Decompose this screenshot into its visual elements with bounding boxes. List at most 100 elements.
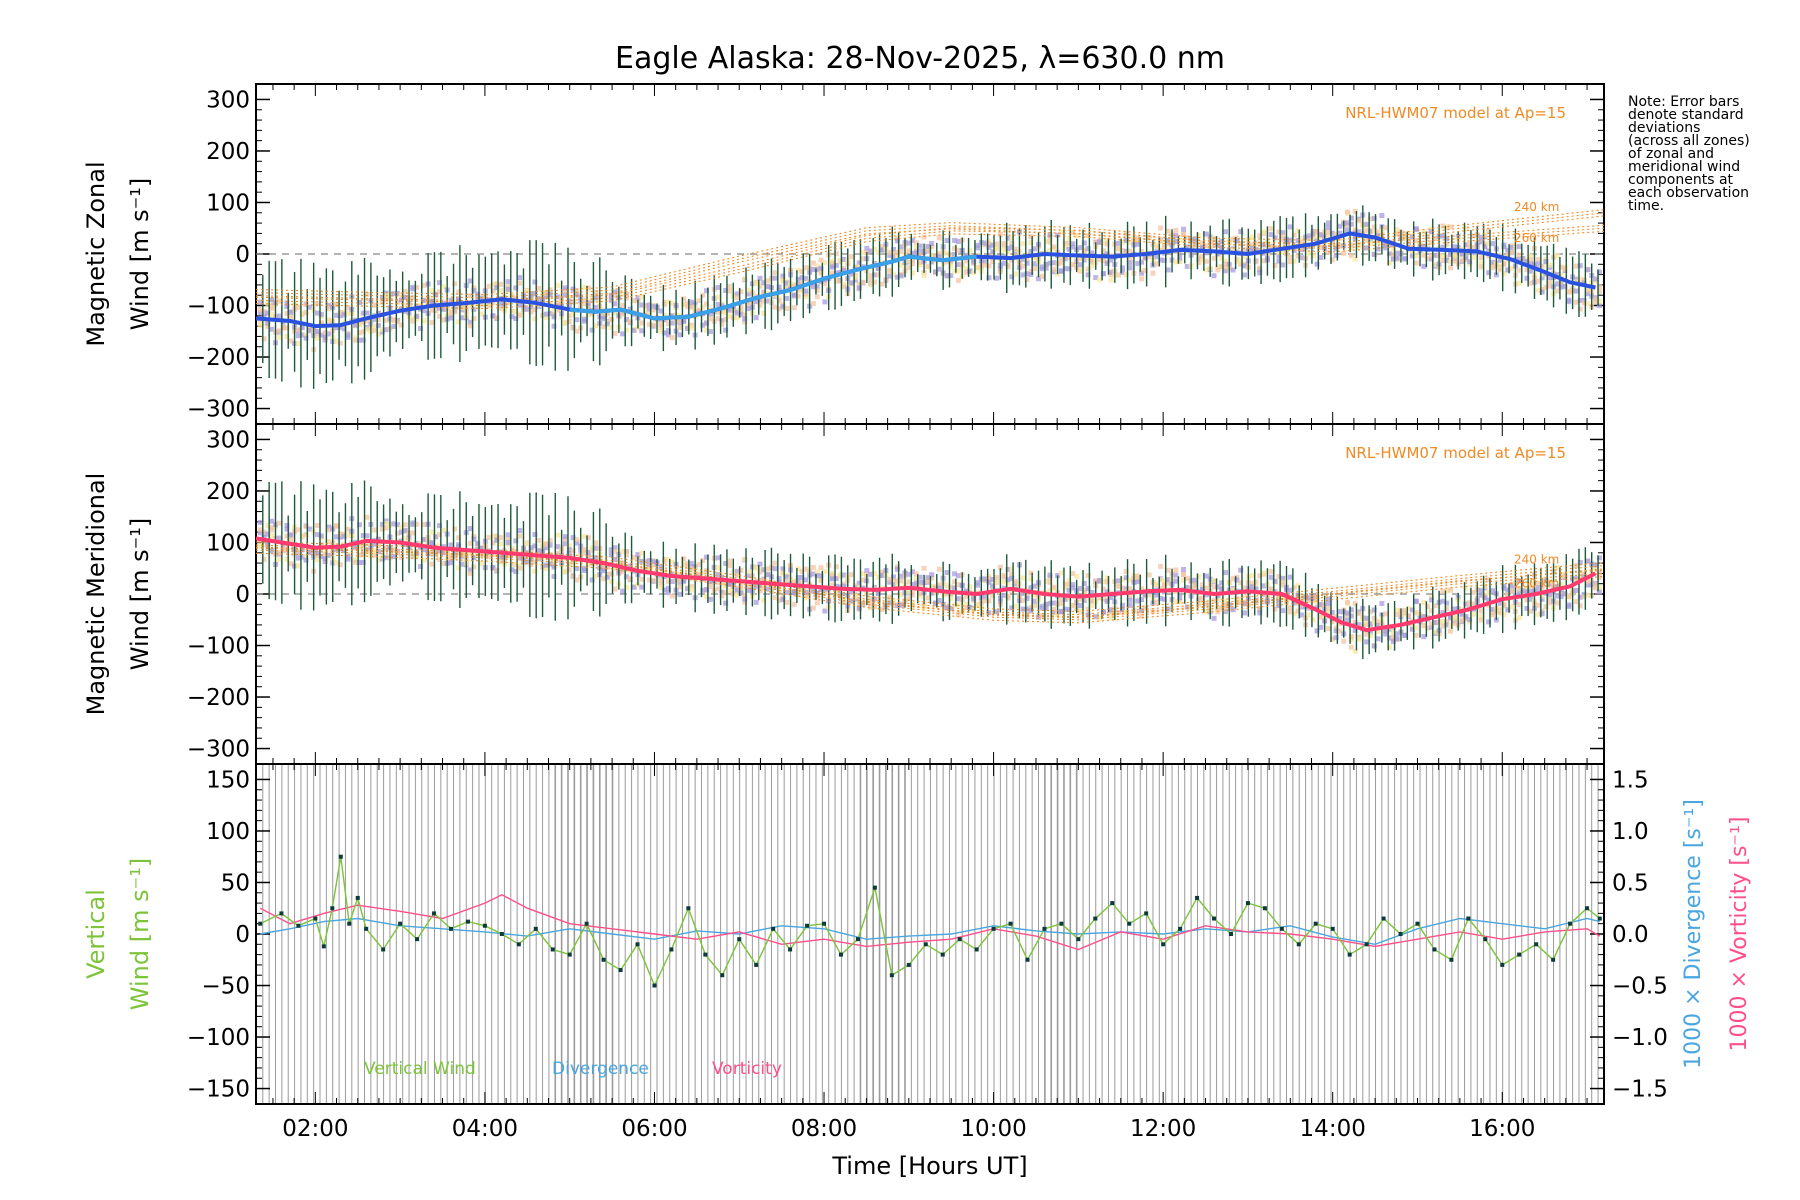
zonal-zone-sample	[952, 245, 958, 251]
zonal-zone-sample	[1119, 265, 1125, 271]
meridional-zone-sample	[1066, 577, 1072, 583]
zonal-zone-sample	[715, 294, 721, 300]
meridional-zone-sample	[1039, 605, 1045, 611]
zonal-zone-sample	[1585, 267, 1591, 273]
zonal-zone-sample	[437, 280, 443, 286]
meridional-zone-sample	[284, 526, 290, 532]
zonal-zone-sample	[620, 311, 626, 317]
zonal-zone-sample	[868, 282, 874, 288]
meridional-fit-line	[255, 536, 1597, 633]
meridional-zone-sample	[1108, 607, 1114, 613]
meridional-zone-sample	[440, 561, 446, 567]
zonal-zone-sample	[1032, 266, 1038, 272]
vertical-wind-point	[1127, 921, 1132, 926]
meridional-zone-sample	[1116, 609, 1122, 615]
zonal-zone-sample	[726, 288, 732, 294]
meridional-zone-sample	[1451, 615, 1457, 621]
x-tick-label: 12:00	[1130, 1116, 1196, 1142]
zonal-zone-sample	[1451, 253, 1457, 259]
meridional-zone-sample	[1509, 588, 1515, 594]
meridional-zone-sample	[948, 605, 954, 611]
zonal-zone-sample	[498, 301, 504, 307]
zonal-zone-sample	[1581, 277, 1587, 283]
meridional-zone-sample	[1318, 614, 1324, 620]
zonal-zone-sample	[955, 268, 961, 274]
meridional-zone-sample	[1268, 574, 1274, 580]
zonal-zone-sample	[284, 310, 290, 316]
meridional-zone-sample	[1238, 600, 1244, 606]
meridional-zone-sample	[1139, 608, 1145, 614]
zonal-zone-sample	[1070, 230, 1076, 236]
zonal-zone-sample	[1154, 261, 1160, 267]
zonal-zone-sample	[1490, 259, 1496, 265]
zonal-zone-sample	[1108, 257, 1114, 263]
meridional-zone-sample	[543, 542, 549, 548]
divergence-ytick-label: 0.5	[1612, 870, 1649, 896]
zonal-zone-sample	[356, 337, 362, 343]
zonal-zone-sample	[1383, 242, 1389, 248]
zonal-zone-sample	[1127, 240, 1133, 246]
meridional-zone-sample	[543, 566, 549, 572]
zonal-zone-sample	[982, 262, 988, 268]
meridional-zone-sample	[1215, 584, 1221, 590]
meridional-zone-sample	[1428, 621, 1434, 627]
meridional-zone-sample	[1119, 577, 1125, 583]
vertical-wind-point	[364, 926, 369, 931]
meridional-zone-sample	[1367, 629, 1373, 635]
meridional-zone-sample	[429, 541, 435, 547]
meridional-zone-sample	[1562, 591, 1568, 597]
zonal-zone-sample	[1058, 268, 1064, 274]
meridional-zone-sample	[1024, 593, 1030, 599]
meridional-zone-sample	[1089, 595, 1095, 601]
zonal-zone-sample	[1009, 257, 1015, 263]
zonal-zone-sample	[1509, 245, 1515, 251]
zonal-zone-sample	[414, 313, 420, 319]
meridional-zone-sample	[1478, 588, 1484, 594]
zonal-zone-sample	[734, 291, 740, 297]
meridional-zone-sample	[1577, 559, 1583, 565]
meridional-zone-sample	[295, 549, 301, 555]
meridional-zone-sample	[562, 534, 568, 540]
meridional-zone-sample	[555, 550, 561, 556]
zonal-zone-sample	[1444, 236, 1450, 242]
meridional-zone-sample	[402, 535, 408, 541]
meridional-zone-sample	[887, 600, 893, 606]
meridional-zone-sample	[1261, 599, 1267, 605]
zonal-zone-sample	[337, 313, 343, 319]
meridional-zone-sample	[1470, 601, 1476, 607]
meridional-zone-sample	[982, 598, 988, 604]
zonal-zone-sample	[1577, 297, 1583, 303]
zonal-zone-sample	[1444, 224, 1450, 230]
zonal-zone-sample	[1337, 230, 1343, 236]
zonal-zone-sample	[1432, 261, 1438, 267]
vertical-wind-point	[499, 932, 504, 936]
zonal-zone-sample	[887, 250, 893, 256]
meridional-zone-sample	[1280, 579, 1286, 585]
meridional-zone-sample	[1573, 587, 1579, 593]
zonal-zone-sample	[860, 279, 866, 285]
meridional-zone-sample	[1516, 601, 1522, 607]
zonal-zone-sample	[906, 248, 912, 254]
zonal-zone-sample	[639, 320, 645, 326]
zonal-zone-sample	[1211, 255, 1217, 261]
vertical-ytick-label: 0	[235, 922, 250, 948]
zonal-zone-sample	[833, 277, 839, 283]
zonal-zone-sample	[658, 321, 664, 327]
panel-vertical: −150−100−50050100150−1.5−1.0−0.50.00.51.…	[82, 763, 1752, 1180]
zonal-zone-sample	[986, 244, 992, 250]
zonal-zone-sample	[1242, 254, 1248, 260]
meridional-zone-sample	[1425, 625, 1431, 631]
meridional-zone-sample	[1585, 592, 1591, 598]
zonal-zone-sample	[551, 314, 557, 320]
zonal-zone-sample	[421, 297, 427, 303]
zonal-zone-sample	[467, 319, 473, 325]
zonal-zone-sample	[440, 306, 446, 312]
zonal-zone-sample	[753, 315, 759, 321]
meridional-zone-sample	[398, 524, 404, 530]
zonal-zone-sample	[639, 302, 645, 308]
zonal-zone-sample	[700, 322, 706, 328]
meridional-zone-sample	[345, 532, 351, 538]
zonal-zone-sample	[631, 327, 637, 333]
zonal-zone-sample	[933, 253, 939, 259]
